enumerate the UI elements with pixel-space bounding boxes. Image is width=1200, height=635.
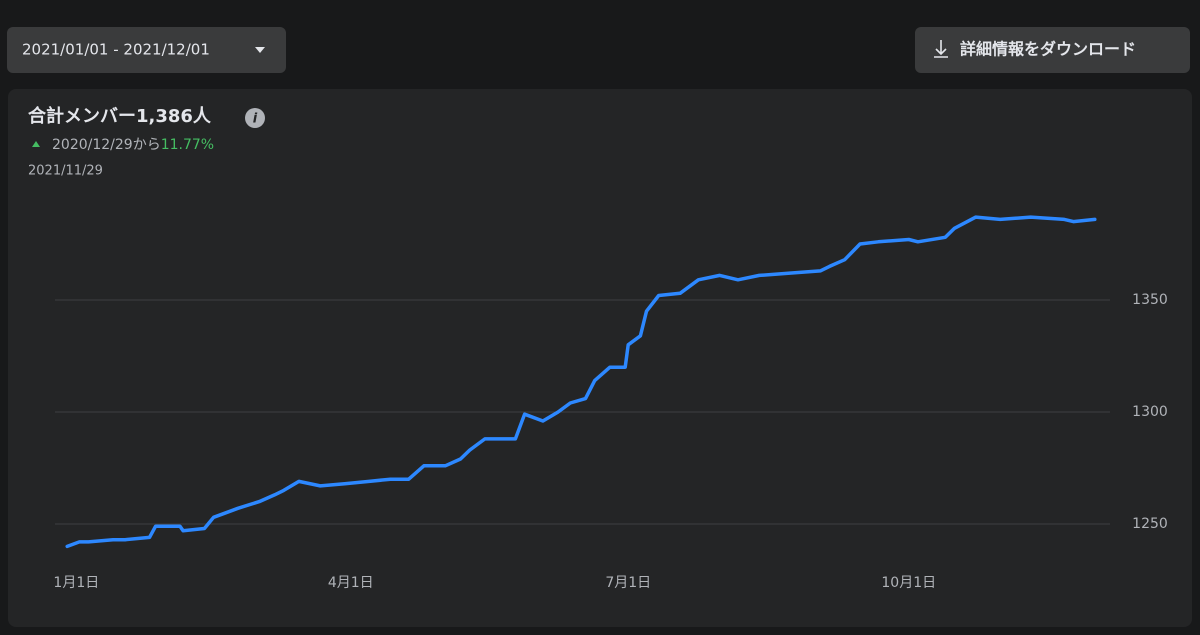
change-value: 11.77% — [161, 137, 214, 153]
x-tick-label: 7月1日 — [605, 575, 651, 591]
date-range-button[interactable] — [7, 27, 286, 73]
x-tick-label: 1月1日 — [53, 575, 99, 591]
date-range-label: 2021/01/01 - 2021/12/01 — [22, 41, 210, 59]
subtitle-text: 2020/12/29から — [52, 137, 161, 153]
line-series — [65, 215, 1097, 549]
download-button[interactable] — [915, 27, 1190, 73]
subtitle: 2020/12/29から11.77% — [52, 137, 214, 153]
chart-date: 2021/11/29 — [28, 164, 103, 179]
download-label: 詳細情報をダウンロード — [960, 40, 1136, 59]
dropdown-caret — [255, 47, 265, 53]
chart-card — [8, 89, 1192, 627]
y-tick-label: 1350 — [1132, 292, 1168, 308]
x-tick-label: 4月1日 — [328, 575, 374, 591]
x-tick-label: 10月1日 — [881, 575, 936, 591]
y-tick-label: 1250 — [1132, 516, 1168, 532]
info-glyph: i — [253, 112, 258, 127]
y-tick-label: 1300 — [1132, 404, 1168, 420]
info-icon[interactable] — [245, 108, 265, 128]
download-icon — [934, 40, 948, 58]
chart-title: 合計メンバー1,386人 — [28, 105, 212, 127]
up-arrow — [32, 141, 40, 147]
